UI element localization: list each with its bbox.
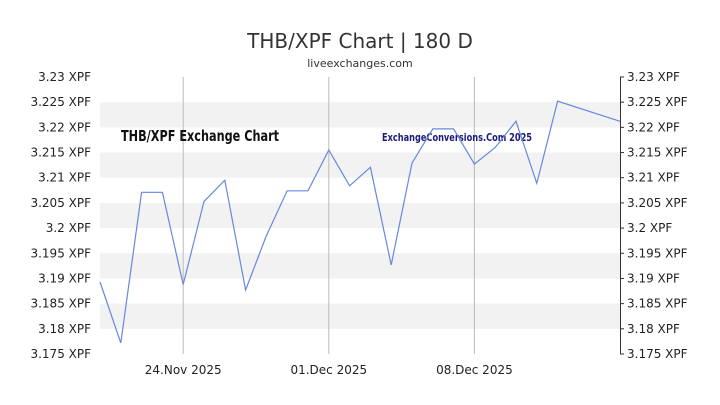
y-tick-label-left: 3.225 XPF bbox=[30, 95, 91, 109]
x-axis: 24.Nov 2025 01.Dec 2025 08.Dec 2025 bbox=[145, 363, 513, 377]
grid-band bbox=[100, 202, 620, 229]
y-tick-label-left: 3.18 XPF bbox=[38, 322, 91, 336]
grid-bands bbox=[100, 102, 620, 329]
y-tick-label-right: 3.18 XPF bbox=[627, 322, 680, 336]
y-tick-label-right: 3.185 XPF bbox=[627, 297, 688, 311]
y-tick-label-right: 3.22 XPF bbox=[627, 120, 680, 134]
y-tick-label-left: 3.175 XPF bbox=[30, 347, 91, 361]
y-tick-label-right: 3.23 XPF bbox=[627, 70, 680, 84]
grid-band bbox=[100, 102, 620, 128]
y-tick-label-left: 3.23 XPF bbox=[38, 70, 91, 84]
series-layer bbox=[99, 100, 621, 344]
y-tick-label-right: 3.215 XPF bbox=[627, 146, 688, 160]
grid-band bbox=[100, 253, 620, 279]
y-tick-label-left: 3.2 XPF bbox=[46, 221, 91, 235]
series-line bbox=[99, 100, 621, 344]
vertical-gridlines bbox=[182, 77, 475, 354]
y-tick-label-right: 3.195 XPF bbox=[627, 246, 688, 260]
y-tick-label-left: 3.21 XPF bbox=[38, 171, 91, 185]
y-axis-left: 3.23 XPF 3.225 XPF 3.22 XPF 3.215 XPF 3.21 X… bbox=[30, 70, 91, 361]
y-tick-label-right: 3.21 XPF bbox=[627, 171, 680, 185]
grid-band bbox=[100, 303, 620, 329]
watermark-right: ExchangeConversions.Com 2025 bbox=[382, 131, 532, 144]
y-tick-label-right: 3.175 XPF bbox=[627, 347, 688, 361]
watermark-left: THB/XPF Exchange Chart bbox=[121, 127, 279, 145]
y-tick-label-left: 3.22 XPF bbox=[38, 120, 91, 134]
x-tick-label: 08.Dec 2025 bbox=[436, 363, 513, 377]
y-tick-label-right: 3.205 XPF bbox=[627, 196, 688, 210]
chart-title: THB/XPF Chart | 180 D bbox=[246, 29, 473, 53]
chart-subtitle: liveexchanges.com bbox=[307, 57, 412, 70]
y-tick-label-left: 3.19 XPF bbox=[38, 271, 91, 285]
y-tick-label-left: 3.185 XPF bbox=[30, 297, 91, 311]
x-tick-label: 01.Dec 2025 bbox=[290, 363, 367, 377]
y-tick-label-right: 3.19 XPF bbox=[627, 271, 680, 285]
y-tick-label-left: 3.215 XPF bbox=[30, 146, 91, 160]
y-tick-label-left: 3.205 XPF bbox=[30, 196, 91, 210]
y-tick-label-right: 3.225 XPF bbox=[627, 95, 688, 109]
x-tick-label: 24.Nov 2025 bbox=[145, 363, 222, 377]
y-axis-right: 3.23 XPF 3.225 XPF 3.22 XPF 3.215 XPF 3.21 X… bbox=[620, 70, 688, 361]
y-tick-label-right: 3.2 XPF bbox=[627, 221, 672, 235]
y-tick-label-left: 3.195 XPF bbox=[30, 246, 91, 260]
